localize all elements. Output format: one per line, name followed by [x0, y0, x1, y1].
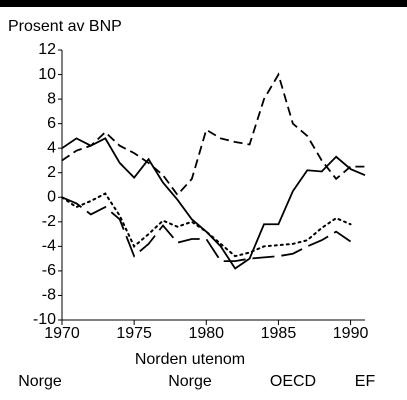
- x-tick-label: 1985: [261, 325, 297, 342]
- y-tick-label: 12: [38, 41, 56, 58]
- y-tick-label: -10: [33, 311, 56, 328]
- series-line: [61, 137, 366, 270]
- legend-label: Norge: [18, 373, 62, 390]
- y-tick-label: 10: [38, 66, 56, 83]
- y-tick-label: -2: [42, 213, 56, 230]
- top-bar: [0, 0, 407, 7]
- y-tick-label: 6: [47, 115, 56, 132]
- series-line: [61, 192, 352, 258]
- legend-label: OECD: [269, 373, 317, 390]
- legend-label: EF: [354, 373, 376, 390]
- y-tick-label: 0: [47, 188, 56, 205]
- y-tick-label: -8: [42, 287, 56, 304]
- legend-label: Norden utenom Norge: [134, 351, 246, 390]
- y-tick-label: 2: [47, 164, 56, 181]
- series-line: [61, 72, 365, 197]
- x-tick-label: 1970: [44, 325, 80, 342]
- y-tick-label: -4: [42, 238, 56, 255]
- x-tick-label: 1975: [116, 325, 152, 342]
- x-tick-label: 1980: [188, 325, 224, 342]
- x-tick-label: 1990: [333, 325, 369, 342]
- y-axis-label: Prosent av BNP: [8, 18, 122, 35]
- y-tick-label: 8: [47, 90, 56, 107]
- series-line: [61, 196, 352, 262]
- y-tick-label: -6: [42, 262, 56, 279]
- y-tick-label: 4: [47, 139, 56, 156]
